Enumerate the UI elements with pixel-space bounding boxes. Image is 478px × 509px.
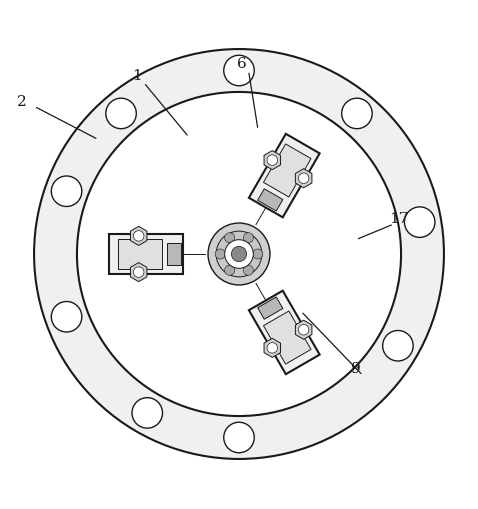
Polygon shape bbox=[264, 338, 281, 358]
Polygon shape bbox=[118, 240, 163, 269]
Polygon shape bbox=[249, 291, 320, 375]
Text: 17: 17 bbox=[389, 212, 408, 226]
Circle shape bbox=[225, 233, 235, 243]
Polygon shape bbox=[258, 189, 283, 212]
Circle shape bbox=[224, 56, 254, 87]
Circle shape bbox=[383, 331, 413, 361]
Circle shape bbox=[216, 232, 262, 277]
Circle shape bbox=[132, 398, 163, 428]
Text: 9: 9 bbox=[351, 362, 360, 376]
Circle shape bbox=[243, 233, 253, 243]
Polygon shape bbox=[263, 145, 311, 197]
Polygon shape bbox=[249, 134, 320, 218]
Polygon shape bbox=[109, 235, 183, 274]
Circle shape bbox=[133, 231, 144, 242]
Circle shape bbox=[225, 266, 235, 276]
Polygon shape bbox=[258, 297, 283, 320]
Polygon shape bbox=[264, 151, 281, 171]
Circle shape bbox=[215, 249, 225, 260]
Circle shape bbox=[133, 267, 144, 278]
Text: 6: 6 bbox=[237, 57, 246, 71]
Circle shape bbox=[231, 247, 247, 262]
Circle shape bbox=[208, 223, 270, 286]
Circle shape bbox=[51, 177, 82, 207]
Text: 2: 2 bbox=[17, 95, 27, 109]
Text: 1: 1 bbox=[131, 69, 141, 83]
Circle shape bbox=[404, 208, 435, 238]
Polygon shape bbox=[130, 263, 147, 282]
Polygon shape bbox=[130, 227, 147, 246]
Polygon shape bbox=[167, 244, 181, 265]
Circle shape bbox=[253, 249, 263, 260]
Circle shape bbox=[224, 422, 254, 453]
Circle shape bbox=[243, 266, 253, 276]
Circle shape bbox=[298, 325, 309, 335]
Circle shape bbox=[298, 174, 309, 184]
Circle shape bbox=[342, 99, 372, 129]
Circle shape bbox=[51, 302, 82, 332]
Circle shape bbox=[267, 343, 278, 353]
Polygon shape bbox=[295, 321, 312, 340]
Circle shape bbox=[106, 99, 136, 129]
Polygon shape bbox=[295, 169, 312, 188]
Circle shape bbox=[225, 240, 253, 269]
Circle shape bbox=[34, 50, 444, 459]
Circle shape bbox=[267, 156, 278, 166]
Polygon shape bbox=[263, 312, 311, 364]
Circle shape bbox=[77, 93, 401, 416]
